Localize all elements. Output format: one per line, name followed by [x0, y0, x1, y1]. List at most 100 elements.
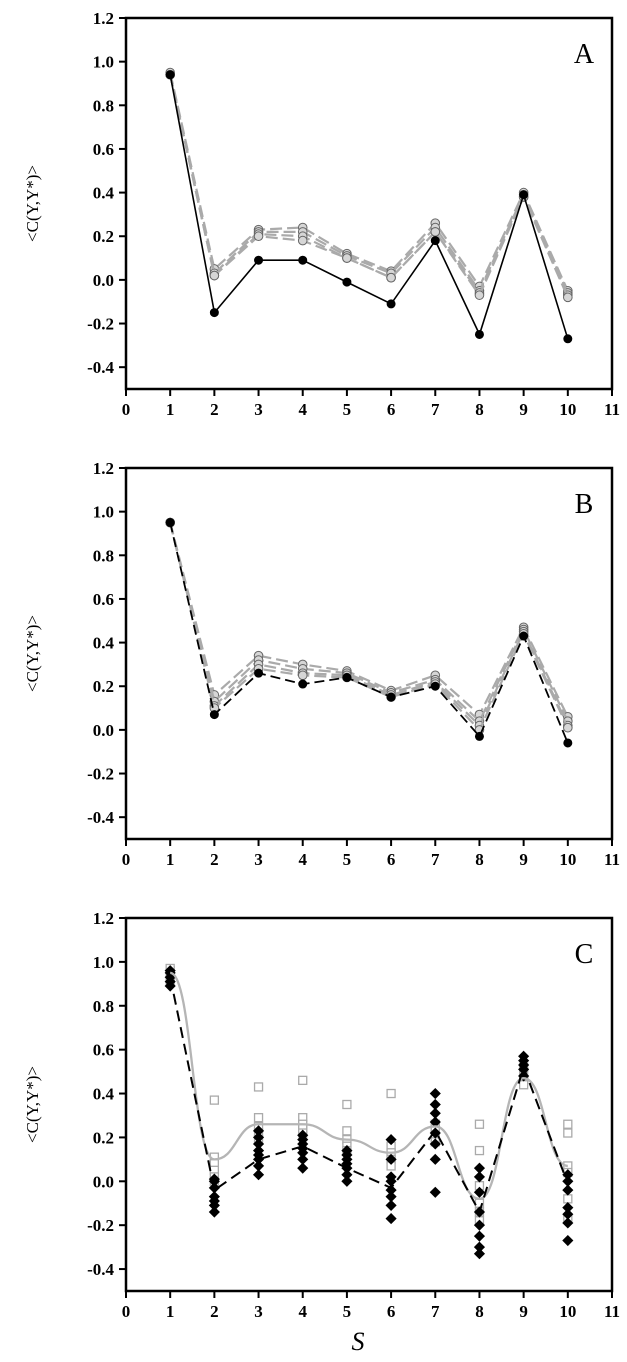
y-tick-label: 0.0 — [93, 1172, 114, 1191]
data-point — [519, 190, 529, 200]
y-tick-label: 0.2 — [93, 677, 114, 696]
plot-frame — [124, 466, 614, 841]
x-tick-label: 9 — [519, 400, 528, 419]
y-tick-label: 0.4 — [93, 1085, 115, 1104]
plot-frame — [124, 916, 614, 1293]
data-point — [429, 1153, 441, 1165]
y-tick-label: -0.2 — [87, 1216, 114, 1235]
data-point — [563, 1194, 573, 1204]
data-point — [563, 292, 573, 303]
y-axis-label: <C(Y,Y*)> — [23, 165, 42, 242]
data-point — [473, 1241, 486, 1253]
data-point — [209, 308, 219, 318]
data-point — [252, 1145, 265, 1157]
y-tick-label: 0.4 — [93, 184, 115, 203]
x-tick-label: 0 — [122, 1302, 131, 1321]
data-point — [165, 518, 175, 528]
data-point — [473, 1162, 486, 1174]
x-tick-label: 8 — [475, 400, 484, 419]
x-tick-label: 10 — [559, 400, 576, 419]
data-point — [297, 1129, 309, 1141]
series-1 — [165, 518, 573, 748]
data-point — [563, 722, 573, 733]
data-point — [385, 1199, 397, 1211]
y-tick-label: 0.2 — [93, 1128, 114, 1147]
x-tick-label: 3 — [254, 850, 263, 869]
y-tick-label: -0.2 — [87, 765, 114, 784]
data-point — [385, 1191, 397, 1203]
data-point — [562, 1169, 574, 1181]
x-tick-label: 5 — [343, 1302, 352, 1321]
data-point — [385, 1134, 397, 1146]
data-point — [341, 1169, 353, 1181]
y-tick-label: 0.8 — [93, 546, 114, 565]
data-point — [341, 1175, 353, 1187]
x-tick-label: 9 — [519, 850, 528, 869]
y-tick-label: -0.2 — [87, 315, 114, 334]
panel-label: A — [574, 39, 595, 70]
series-line — [169, 72, 569, 292]
data-point — [252, 1160, 265, 1172]
data-point — [298, 679, 308, 689]
panel-b: -0.4 -0.2 0.0 0.2 0.4 0.6 0.8 1.0 1.2 0 1 2 3 4 5 6 7 8 9 1… — [23, 459, 620, 869]
data-point — [342, 1126, 352, 1136]
y-tick-label: 1.0 — [93, 53, 114, 72]
y-tick-label: -0.4 — [87, 808, 114, 827]
x-tick-label: 1 — [166, 1302, 175, 1321]
series-line — [169, 522, 569, 724]
data-point — [252, 1169, 265, 1181]
x-tick-label: 0 — [122, 850, 131, 869]
series-2 — [165, 67, 573, 296]
panel-label: C — [575, 939, 594, 970]
y-axis-label: <C(Y,Y*)> — [23, 615, 42, 692]
x-tick-label: 4 — [298, 1302, 307, 1321]
series-line — [169, 522, 569, 728]
data-point — [563, 1128, 573, 1138]
x-tick-label: 5 — [343, 400, 352, 419]
data-point — [563, 738, 573, 748]
data-point — [385, 1153, 397, 1165]
x-tick-label: 2 — [210, 850, 219, 869]
y-tick-label: -0.4 — [87, 358, 114, 377]
data-point — [429, 1107, 441, 1119]
x-tick-label: 10 — [559, 1302, 576, 1321]
data-point — [474, 329, 484, 339]
x-tick-label: 8 — [475, 850, 484, 869]
data-point — [342, 1099, 352, 1110]
data-point — [474, 1119, 485, 1129]
x-tick-label: 1 — [166, 850, 175, 869]
data-point — [385, 1213, 397, 1225]
data-point — [430, 681, 440, 691]
data-point — [209, 1095, 220, 1105]
series-2 — [165, 517, 573, 722]
panel-label: B — [575, 489, 594, 520]
x-tick-label: 3 — [254, 400, 263, 419]
y-tick-label: 1.0 — [93, 503, 114, 522]
data-point — [562, 1184, 574, 1196]
x-tick-label: 7 — [431, 400, 440, 419]
y-tick-label: -0.4 — [87, 1260, 114, 1279]
data-point — [297, 1153, 309, 1165]
x-tick-label: 3 — [254, 1302, 263, 1321]
data-point — [473, 1230, 486, 1242]
data-point — [474, 1145, 485, 1156]
data-point — [474, 731, 484, 741]
data-point — [518, 1080, 529, 1090]
x-tick-label: 7 — [431, 1302, 440, 1321]
y-tick-label: 0.0 — [93, 721, 114, 740]
data-point — [473, 1219, 486, 1231]
data-point — [563, 1119, 573, 1129]
data-point — [208, 1182, 220, 1194]
x-tick-label: 4 — [298, 850, 307, 869]
data-point — [342, 673, 352, 683]
data-point — [562, 1217, 574, 1229]
data-point — [473, 1171, 486, 1183]
y-tick-label: 0.6 — [93, 1041, 114, 1060]
data-point — [165, 70, 175, 80]
x-tick-label: 11 — [604, 850, 620, 869]
series-line — [169, 522, 569, 732]
series-5 — [165, 69, 573, 303]
data-point — [252, 1138, 265, 1150]
y-tick-label: 1.2 — [93, 9, 114, 28]
panels: -0.4 -0.2 0.0 0.2 0.4 0.6 0.8 1.0 1.2 0 1 2 3 4 5 6 7 8 9 1… — [23, 9, 620, 1321]
